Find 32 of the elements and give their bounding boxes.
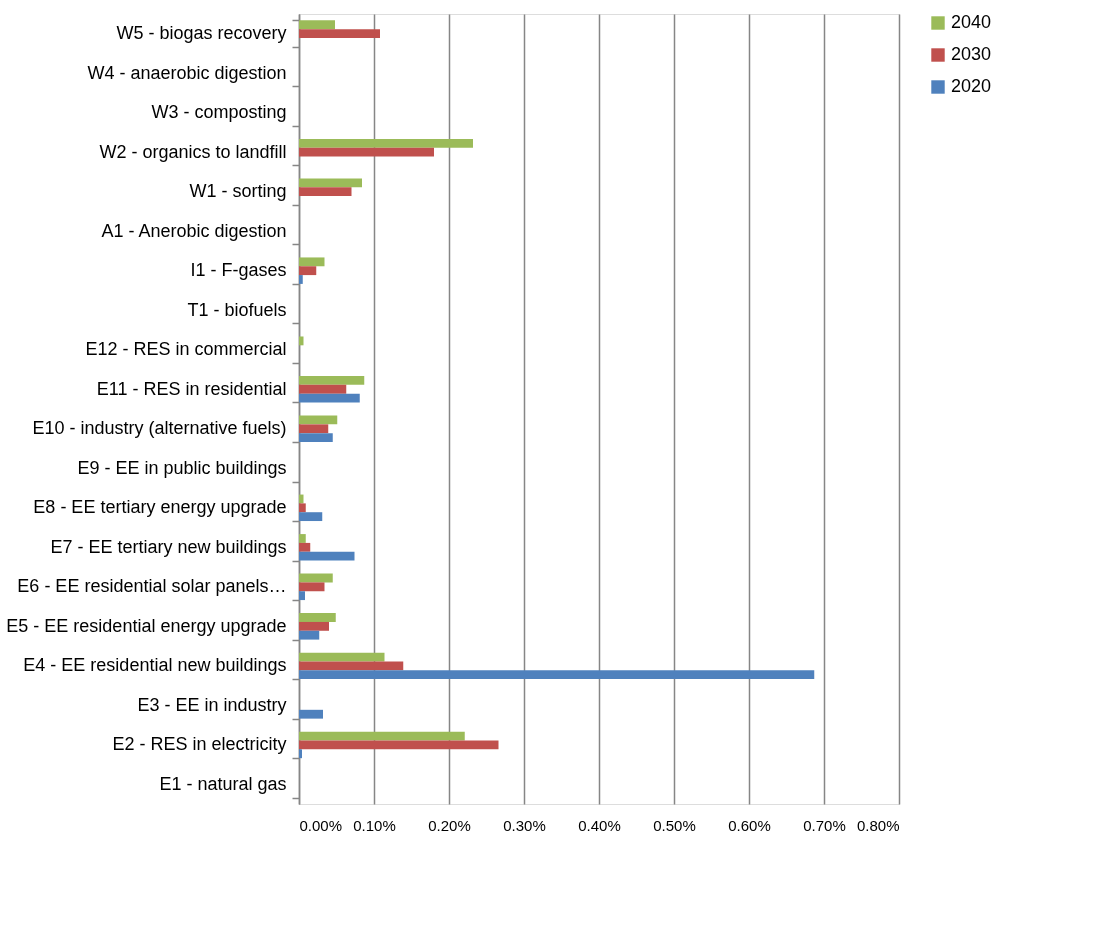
x-tick-label: 0.40% [578,816,621,834]
x-tick-label: 0.10% [353,816,396,834]
y-tick-label: E6 - EE residential solar panels… [17,576,287,597]
x-tick-label: 0.00% [299,816,343,834]
y-tick-label: W3 - composting [151,102,287,123]
x-tick-label: 0.20% [428,816,471,834]
x-tick-label: 0.50% [653,816,696,834]
y-tick-label: E7 - EE tertiary new buildings [50,536,287,557]
x-tick-label: 0.30% [503,816,546,834]
legend-label: 2040 [951,12,992,32]
legend-label: 2020 [951,76,992,96]
y-tick-label: E9 - EE in public buildings [77,457,287,478]
legend-label: 2030 [951,44,992,64]
y-tick-label: T1 - biofuels [187,299,287,320]
y-tick-label: E1 - natural gas [159,773,287,794]
x-tick-label: 0.70% [803,816,846,834]
x-tick-label: 0.80% [856,816,900,834]
y-tick-label: E2 - RES in electricity [112,734,287,755]
y-tick-label: W1 - sorting [189,181,287,202]
y-tick-label: E4 - EE residential new buildings [23,655,287,676]
y-tick-label: I1 - F-gases [190,260,287,281]
y-tick-label: E3 - EE in industry [137,694,287,715]
y-tick-label: E11 - RES in residential [96,378,287,399]
y-tick-label: W2 - organics to landfill [99,141,287,162]
y-tick-label: E5 - EE residential energy upgrade [6,615,287,636]
y-tick-label: A1 - Anerobic digestion [101,220,287,241]
y-tick-label: W4 - anaerobic digestion [87,62,287,83]
y-tick-label: E12 - RES in commercial [85,339,287,360]
x-tick-label: 0.60% [728,816,771,834]
y-tick-label: W5 - biogas recovery [116,23,287,44]
y-tick-label: E8 - EE tertiary energy upgrade [33,497,287,518]
y-tick-label: E10 - industry (alternative fuels) [32,418,287,439]
